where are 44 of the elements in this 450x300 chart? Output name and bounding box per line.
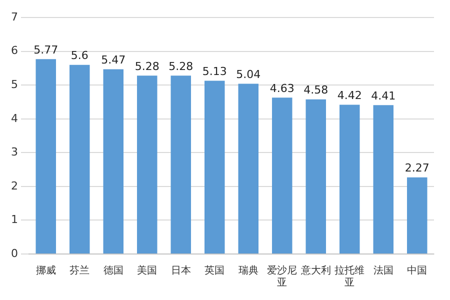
bar [170, 76, 191, 254]
bar [373, 105, 394, 254]
y-tick-label: 5 [11, 78, 18, 91]
bar [204, 80, 225, 254]
data-label: 5.6 [70, 49, 88, 62]
y-tick-label: 1 [11, 213, 18, 226]
bar [306, 99, 326, 254]
data-label: 5.13 [202, 65, 227, 78]
x-tick-label: 中国 [407, 264, 428, 277]
y-tick-label: 0 [11, 246, 18, 260]
x-tick-label: 拉托维亚 [334, 264, 365, 289]
data-label: 2.27 [404, 162, 430, 175]
bar [407, 177, 428, 254]
bar [272, 98, 292, 254]
data-label: 5.47 [101, 54, 126, 67]
data-label: 4.41 [371, 89, 396, 102]
x-tick-label: 日本 [170, 264, 191, 277]
data-label: 5.28 [134, 60, 160, 74]
x-tick-label: 瑞典 [238, 264, 258, 277]
data-label: 4.42 [337, 89, 362, 102]
data-label: 4.63 [270, 82, 294, 95]
data-label: 5.28 [168, 60, 194, 74]
bar [103, 69, 124, 254]
x-tick-label: 英国 [204, 264, 225, 277]
x-tick-label: 美国 [137, 264, 158, 277]
x-tick-label: 挪威 [36, 264, 56, 277]
x-tick-label: 法国 [373, 264, 394, 277]
data-label: 5.04 [236, 68, 261, 82]
y-tick-label: 6 [11, 44, 18, 58]
x-tick-label: 意大利 [300, 264, 331, 277]
x-tick-label: 爱沙尼亚 [267, 264, 298, 289]
data-label: 4.58 [304, 84, 328, 97]
x-tick-label: 德国 [103, 266, 124, 277]
y-tick-label: 4 [11, 112, 18, 125]
y-tick-label: 7 [11, 10, 18, 24]
bar [340, 104, 360, 254]
bar [238, 84, 258, 254]
bar [36, 59, 56, 254]
bar [70, 64, 90, 254]
data-label: 5.77 [34, 44, 58, 56]
y-tick-label: 3 [11, 146, 18, 159]
y-tick-label: 2 [11, 179, 18, 192]
x-tick-label: 芬兰 [70, 264, 90, 277]
bar [137, 76, 158, 254]
